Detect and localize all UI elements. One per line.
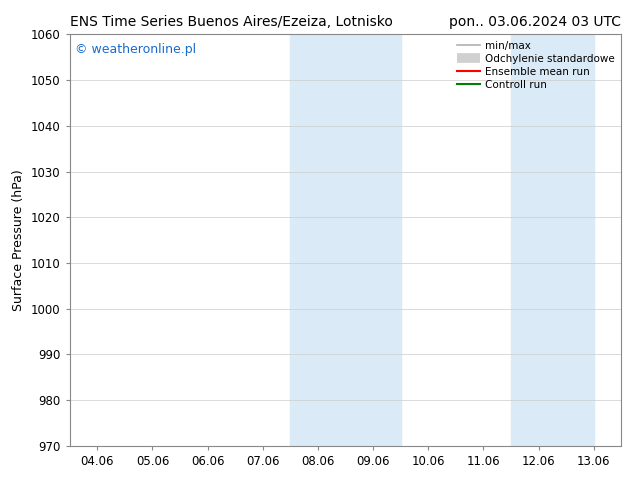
Bar [290,34,401,446]
Text: pon.. 03.06.2024 03 UTC: pon.. 03.06.2024 03 UTC [450,15,621,29]
Y-axis label: Surface Pressure (hPa): Surface Pressure (hPa) [13,169,25,311]
Legend: min/max, Odchylenie standardowe, Ensemble mean run, Controll run: min/max, Odchylenie standardowe, Ensembl… [453,36,619,94]
Bar [511,34,593,446]
Text: © weatheronline.pl: © weatheronline.pl [75,43,197,55]
Text: ENS Time Series Buenos Aires/Ezeiza, Lotnisko: ENS Time Series Buenos Aires/Ezeiza, Lot… [70,15,392,29]
